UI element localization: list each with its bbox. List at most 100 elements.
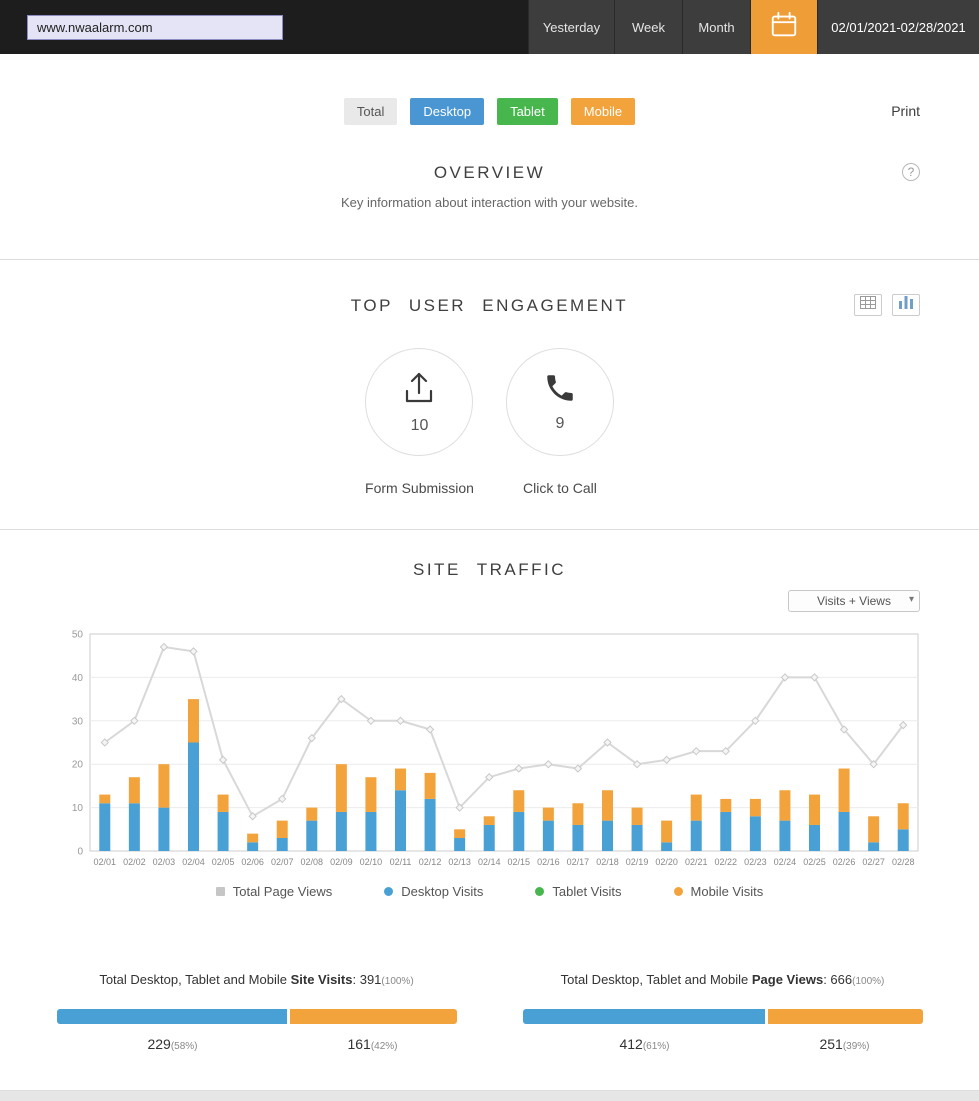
traffic-chart-svg: 0 10 20 30 40 50 02/01 02/02 02/03 02/04 02/05 02/0…	[72, 630, 919, 867]
topbar: Yesterday Week Month 02/01/2021-02/28/20…	[0, 0, 979, 54]
site-visits-summary: Total Desktop, Tablet and Mobile Site Vi…	[56, 971, 457, 1052]
calendar-button[interactable]	[750, 0, 817, 54]
svg-text:40: 40	[72, 673, 84, 684]
form-submission-icon	[399, 369, 439, 412]
svg-text:02/28: 02/28	[892, 857, 915, 867]
svg-text:20: 20	[72, 760, 84, 771]
tab-yesterday[interactable]: Yesterday	[528, 0, 614, 54]
legend-tablet-visits[interactable]: Tablet Visits	[535, 884, 622, 899]
click-to-call-icon	[543, 371, 577, 410]
svg-text:02/19: 02/19	[626, 857, 649, 867]
svg-text:02/26: 02/26	[833, 857, 856, 867]
svg-text:02/09: 02/09	[330, 857, 353, 867]
svg-text:02/24: 02/24	[774, 857, 797, 867]
topbar-spacer	[283, 0, 528, 54]
svg-text:02/03: 02/03	[153, 857, 176, 867]
svg-text:02/27: 02/27	[862, 857, 885, 867]
site-visits-numbers: 229(58%) 161(42%)	[57, 1036, 457, 1052]
chart-view-button[interactable]	[892, 294, 920, 316]
svg-text:02/10: 02/10	[360, 857, 383, 867]
legend-label: Desktop Visits	[401, 884, 484, 899]
svg-text:50: 50	[72, 630, 84, 641]
svg-text:02/01: 02/01	[94, 857, 117, 867]
svg-text:02/23: 02/23	[744, 857, 767, 867]
click-to-call-label: Click to Call	[523, 480, 597, 496]
bar-chart-icon	[899, 296, 913, 314]
page-views-mobile-value: 251(39%)	[819, 1036, 870, 1052]
site-visits-desktop-segment	[56, 1009, 287, 1024]
table-view-button[interactable]	[854, 294, 882, 316]
svg-text:02/21: 02/21	[685, 857, 708, 867]
click-to-call-count: 9	[555, 415, 565, 432]
overview-section: OVERVIEW ? Key information about interac…	[0, 125, 979, 260]
svg-text:02/05: 02/05	[212, 857, 235, 867]
circle-marker-icon	[384, 887, 394, 896]
url-input[interactable]	[27, 14, 283, 40]
legend-total-page-views[interactable]: Total Page Views	[215, 884, 333, 899]
page-views-caption: Total Desktop, Tablet and Mobile Page Vi…	[560, 972, 885, 987]
svg-text:02/08: 02/08	[301, 857, 324, 867]
square-marker-icon	[215, 887, 225, 896]
site-traffic-section: SITE TRAFFIC Visits + Views ▾ 0 10 20 30 40 5…	[0, 530, 979, 1101]
svg-text:02/02: 02/02	[123, 857, 146, 867]
svg-text:02/17: 02/17	[567, 857, 590, 867]
site-visits-bar	[56, 1009, 457, 1024]
svg-text:02/13: 02/13	[448, 857, 471, 867]
table-icon	[860, 296, 876, 314]
svg-text:02/11: 02/11	[390, 857, 412, 867]
filter-mobile-button[interactable]: Mobile	[570, 98, 636, 125]
filter-tablet-button[interactable]: Tablet	[497, 98, 558, 125]
form-submission-count: 10	[410, 417, 429, 434]
date-range-display: 02/01/2021-02/28/2021	[817, 0, 979, 54]
site-visits-mobile-value: 161(42%)	[347, 1036, 398, 1052]
page-views-desktop-segment	[522, 1009, 765, 1024]
svg-text:02/12: 02/12	[419, 857, 442, 867]
svg-text:02/16: 02/16	[537, 857, 560, 867]
legend-mobile-visits[interactable]: Mobile Visits	[673, 884, 764, 899]
site-visits-mobile-segment	[289, 1009, 457, 1024]
form-submission-label: Form Submission	[365, 480, 474, 496]
circle-marker-icon	[673, 887, 683, 896]
traffic-chart-wrap: 0 10 20 30 40 50 02/01 02/02 02/03 02/04 02/05 02/0…	[58, 628, 920, 872]
svg-text:30: 30	[72, 716, 84, 727]
svg-text:0: 0	[77, 847, 83, 858]
svg-text:02/18: 02/18	[596, 857, 619, 867]
svg-text:02/07: 02/07	[271, 857, 294, 867]
traffic-metric-value: Visits + Views	[817, 594, 891, 608]
url-field-wrap	[0, 0, 283, 54]
legend-label: Total Page Views	[232, 884, 333, 899]
click-to-call-card: 9 Click to Call	[505, 348, 614, 497]
tab-month[interactable]: Month	[682, 0, 750, 54]
filter-total-button[interactable]: Total	[343, 98, 398, 125]
legend-desktop-visits[interactable]: Desktop Visits	[384, 884, 483, 899]
bottom-divider	[0, 1090, 979, 1091]
legend-label: Tablet Visits	[552, 884, 622, 899]
svg-text:02/14: 02/14	[478, 857, 501, 867]
svg-text:02/25: 02/25	[803, 857, 826, 867]
form-submission-card: 10 Form Submission	[365, 348, 474, 497]
engagement-title: TOP USER ENGAGEMENT	[350, 296, 629, 315]
overview-title: OVERVIEW	[433, 163, 546, 182]
help-icon[interactable]: ?	[902, 163, 920, 181]
page-views-numbers: 412(61%) 251(39%)	[523, 1036, 923, 1052]
chevron-down-icon: ▾	[908, 594, 914, 605]
tab-week[interactable]: Week	[614, 0, 682, 54]
svg-text:02/06: 02/06	[241, 857, 264, 867]
page-views-desktop-value: 412(61%)	[619, 1036, 670, 1052]
print-link[interactable]: Print	[891, 103, 920, 119]
traffic-metric-dropdown[interactable]: Visits + Views ▾	[788, 590, 920, 612]
engagement-cards-row: 10 Form Submission 9 Click to Call	[0, 348, 979, 497]
page-views-mobile-segment	[767, 1009, 923, 1024]
page-views-summary: Total Desktop, Tablet and Mobile Page Vi…	[522, 971, 923, 1052]
page-views-bar	[522, 1009, 923, 1024]
svg-text:02/22: 02/22	[715, 857, 738, 867]
click-to-call-circle: 9	[505, 348, 614, 456]
overview-subtitle: Key information about interaction with y…	[341, 195, 638, 210]
filter-desktop-button[interactable]: Desktop	[410, 98, 485, 125]
svg-text:02/20: 02/20	[655, 857, 678, 867]
calendar-icon	[769, 10, 799, 45]
next-section-strip	[0, 1091, 979, 1101]
legend-label: Mobile Visits	[690, 884, 764, 899]
svg-text:10: 10	[72, 803, 84, 814]
engagement-section: TOP USER ENGAGEMENT	[0, 260, 979, 530]
